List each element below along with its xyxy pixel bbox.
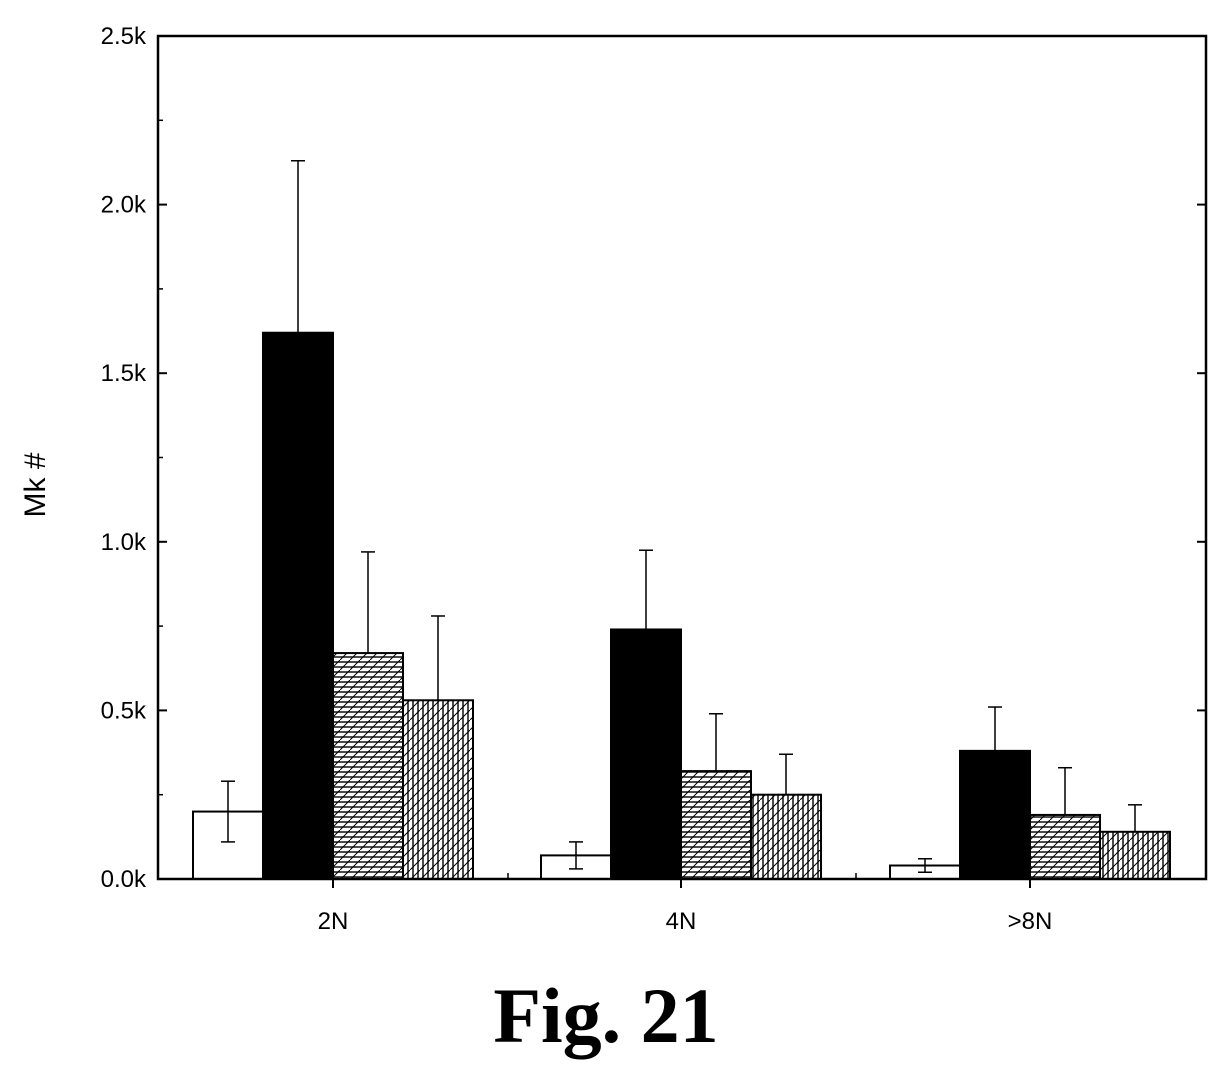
bar-2N-series-3 [332, 652, 404, 880]
bar-2N-series-4 [402, 699, 474, 880]
bar-8N-series-4 [1099, 830, 1171, 880]
bars-layer [192, 331, 1171, 881]
y-tick-label: 2.0k [101, 192, 147, 219]
error-bar [779, 753, 793, 795]
error-bar [639, 549, 653, 630]
error-bar [1128, 804, 1142, 832]
error-bar [361, 551, 375, 654]
error-bars-layer [221, 160, 1142, 874]
bar-4N-series-4 [750, 793, 822, 881]
x-tick-label: 4N [666, 908, 697, 935]
y-tick-label: 1.5k [101, 360, 147, 387]
bar-4N-series-2 [610, 628, 682, 880]
bar-8N-series-3 [1029, 813, 1101, 881]
bar-4N-series-3 [680, 770, 752, 881]
error-bar [709, 713, 723, 772]
y-tick-label: 2.5k [101, 23, 147, 50]
error-bar [988, 706, 1002, 751]
y-tick-label: 0.5k [101, 697, 147, 724]
y-tick-label: 1.0k [101, 529, 147, 556]
bar-8N-series-2 [959, 749, 1031, 881]
error-bar [221, 780, 235, 843]
error-bar [1058, 766, 1072, 815]
error-bar [291, 160, 305, 333]
x-tick-label: >8N [1008, 908, 1053, 935]
error-bar [918, 858, 932, 874]
x-tick-label: 2N [318, 908, 349, 935]
error-bar [431, 615, 445, 701]
x-axis-ticks: 2N 4N >8N [318, 873, 1053, 935]
bar-2N-series-2 [262, 331, 334, 880]
y-axis-ticks: 0.0k 0.5k 1.0k 1.5k 2.0k 2.5k [101, 23, 1206, 893]
figure-caption: Fig. 21 [493, 972, 718, 1059]
error-bar [569, 841, 583, 870]
y-tick-label: 0.0k [101, 866, 147, 893]
y-axis-title: Mk # [19, 452, 52, 517]
